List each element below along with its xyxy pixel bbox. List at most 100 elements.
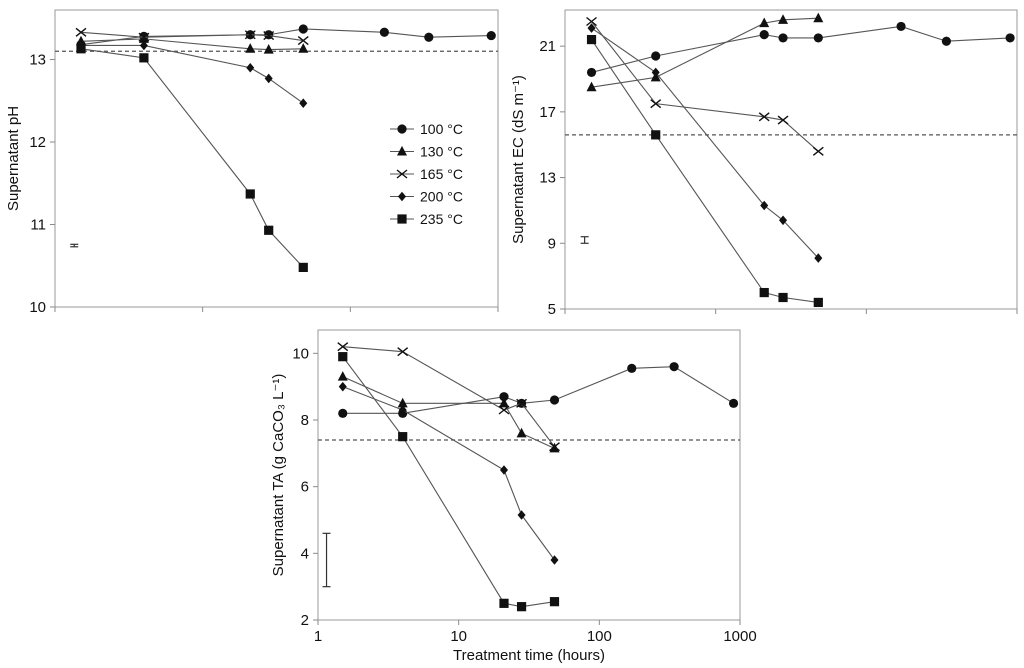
y-tick-label: 11 <box>30 217 46 234</box>
legend-marker <box>397 145 407 156</box>
data-point <box>499 392 509 402</box>
data-point <box>379 27 389 37</box>
x-tick-label: 10 <box>450 628 467 645</box>
legend-marker <box>396 169 408 179</box>
series-200-c <box>338 381 559 565</box>
y-axis-title: Supernatant TA (g CaCO₃ L⁻¹) <box>270 374 287 577</box>
data-point <box>139 53 149 63</box>
data-point <box>498 405 510 415</box>
data-point <box>779 215 788 226</box>
data-point <box>338 381 347 392</box>
data-point <box>813 33 823 43</box>
y-axis-title: Supernatant EC (dS m⁻¹) <box>510 75 527 244</box>
data-point <box>263 44 274 54</box>
series-line <box>342 356 555 608</box>
y-axis-title: Supernatant pH <box>5 106 22 211</box>
legend-entry-165-c: 165 °C <box>390 166 463 182</box>
data-point <box>338 352 348 362</box>
data-point <box>75 27 87 37</box>
legend-label: 200 °C <box>420 189 463 205</box>
data-point <box>397 347 409 357</box>
data-point <box>759 287 769 298</box>
series-235-c <box>76 44 308 272</box>
data-point <box>398 405 407 415</box>
data-point <box>246 62 255 73</box>
y-tick-label: 5 <box>548 301 556 318</box>
data-point <box>486 30 496 41</box>
data-point <box>651 67 660 78</box>
data-point <box>778 14 789 24</box>
data-point <box>549 395 560 405</box>
data-point <box>813 297 823 308</box>
data-point <box>627 363 637 373</box>
data-point <box>337 371 348 381</box>
series-165-c <box>75 27 309 46</box>
data-point <box>813 12 824 23</box>
x-tick-label: 1000 <box>723 628 756 645</box>
legend-marker <box>397 214 407 224</box>
series-130-c <box>337 371 560 453</box>
data-point <box>398 432 408 442</box>
legend-entry-235-c: 235 °C <box>390 211 463 227</box>
data-point <box>814 253 823 263</box>
data-point <box>728 398 739 408</box>
data-point <box>549 597 560 607</box>
series-235-c <box>338 352 560 612</box>
data-point <box>244 30 256 40</box>
series-line <box>591 17 819 88</box>
data-point <box>516 398 528 408</box>
plot-area <box>317 329 741 621</box>
series-130-c <box>76 33 309 54</box>
legend-entry-100-c: 100 °C <box>390 121 463 137</box>
data-point <box>338 408 348 418</box>
legend-marker <box>398 191 406 202</box>
y-tick-label: 6 <box>301 479 309 496</box>
series-line <box>591 39 819 303</box>
legend-label: 130 °C <box>420 144 463 160</box>
legend-marker <box>397 124 407 134</box>
series-165-c <box>337 342 560 452</box>
data-point <box>651 130 661 140</box>
data-point <box>499 598 509 608</box>
series-line <box>342 366 734 414</box>
data-point <box>586 34 597 45</box>
data-point <box>297 35 309 46</box>
data-point <box>586 81 597 92</box>
y-tick-label: 2 <box>301 612 309 629</box>
y-tick-label: 9 <box>548 235 556 252</box>
data-point <box>397 397 408 408</box>
data-point <box>298 43 309 53</box>
data-point <box>669 362 679 372</box>
data-point <box>337 342 349 352</box>
y-tick-label: 8 <box>301 412 309 429</box>
data-point <box>424 32 434 42</box>
x-tick-label: 1 <box>314 628 322 645</box>
y-tick-label: 17 <box>539 104 556 121</box>
plot-area <box>54 9 499 308</box>
chart-ec: 5 9 13 17 21 Supernatant EC (dS m⁻¹) <box>510 9 1018 318</box>
data-point <box>550 555 559 565</box>
data-point <box>586 16 597 27</box>
data-point <box>299 98 308 109</box>
error-bar <box>322 532 331 588</box>
legend-label: 165 °C <box>420 166 463 182</box>
series-line <box>80 28 492 46</box>
data-point <box>498 397 509 408</box>
y-tick-label: 4 <box>301 545 309 562</box>
y-tick-label: 10 <box>29 299 46 316</box>
data-point <box>76 35 87 46</box>
data-point <box>139 40 148 51</box>
chart-ph: 10 11 12 13 Supernatant pH <box>5 9 499 316</box>
legend-label: 100 °C <box>420 121 463 137</box>
series-100-c <box>338 362 739 418</box>
error-bar <box>580 236 589 244</box>
data-point <box>76 44 86 54</box>
data-point <box>758 112 770 122</box>
legend-label: 235 °C <box>420 211 463 227</box>
data-point <box>586 67 597 78</box>
data-point <box>812 146 824 156</box>
x-tick-label: 100 <box>587 628 612 645</box>
data-point <box>759 30 769 40</box>
plot-area <box>564 9 1018 310</box>
